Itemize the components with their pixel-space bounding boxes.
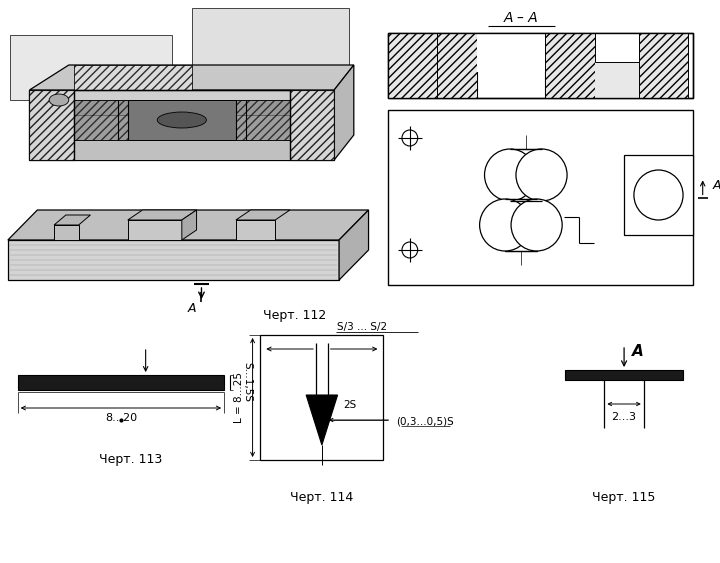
Text: Черт. 115: Черт. 115 <box>593 491 656 504</box>
Polygon shape <box>30 90 334 160</box>
Bar <box>546 33 595 98</box>
Polygon shape <box>127 220 182 240</box>
Polygon shape <box>339 210 369 280</box>
Polygon shape <box>73 100 290 140</box>
Polygon shape <box>8 210 369 240</box>
Bar <box>388 110 693 285</box>
Polygon shape <box>334 65 354 160</box>
Text: Черт. 114: Черт. 114 <box>290 491 354 504</box>
Bar <box>477 33 546 52</box>
Bar <box>18 375 224 390</box>
Polygon shape <box>306 395 338 445</box>
Text: (0,3...0,5)S: (0,3...0,5)S <box>396 416 454 426</box>
Text: 2S: 2S <box>343 400 356 410</box>
Polygon shape <box>54 225 78 240</box>
Text: Черт. 112: Черт. 112 <box>264 310 326 323</box>
Text: A: A <box>713 179 720 192</box>
Text: A – A: A – A <box>503 11 539 25</box>
Bar <box>388 33 437 98</box>
Polygon shape <box>30 90 73 160</box>
Ellipse shape <box>511 199 562 251</box>
Bar <box>624 155 693 235</box>
Text: S...1,5S: S...1,5S <box>243 363 253 403</box>
Bar <box>595 33 639 62</box>
Bar <box>388 33 693 98</box>
Text: 8...20: 8...20 <box>105 413 137 423</box>
Polygon shape <box>192 8 349 95</box>
Bar <box>595 33 639 98</box>
Polygon shape <box>73 140 290 160</box>
Ellipse shape <box>634 170 683 220</box>
Bar <box>505 199 536 251</box>
Polygon shape <box>8 240 339 280</box>
Bar <box>261 335 383 460</box>
Polygon shape <box>73 65 192 90</box>
Bar <box>477 33 546 72</box>
Ellipse shape <box>516 149 567 201</box>
Polygon shape <box>127 100 236 140</box>
Text: 2...3: 2...3 <box>611 412 636 422</box>
Text: Черт. 113: Черт. 113 <box>99 454 162 467</box>
Polygon shape <box>290 90 334 160</box>
Polygon shape <box>73 100 290 115</box>
Polygon shape <box>30 65 354 90</box>
Polygon shape <box>127 210 197 220</box>
Bar <box>388 33 693 98</box>
Ellipse shape <box>49 94 69 106</box>
Bar <box>639 33 688 98</box>
Bar <box>437 33 477 98</box>
Polygon shape <box>10 35 172 100</box>
Polygon shape <box>182 210 197 240</box>
Ellipse shape <box>485 149 536 201</box>
Ellipse shape <box>157 112 207 128</box>
Text: A: A <box>187 302 196 315</box>
Polygon shape <box>236 210 290 220</box>
Polygon shape <box>236 220 275 240</box>
Ellipse shape <box>480 199 531 251</box>
Bar <box>510 149 541 201</box>
Text: A: A <box>632 345 644 360</box>
Bar <box>565 370 683 380</box>
Text: L = 8...25: L = 8...25 <box>234 372 244 423</box>
Text: S/3 ... S/2: S/3 ... S/2 <box>338 322 387 332</box>
Polygon shape <box>54 215 91 225</box>
